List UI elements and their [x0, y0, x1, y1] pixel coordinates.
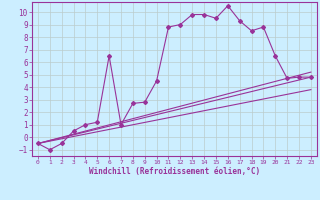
X-axis label: Windchill (Refroidissement éolien,°C): Windchill (Refroidissement éolien,°C)	[89, 167, 260, 176]
